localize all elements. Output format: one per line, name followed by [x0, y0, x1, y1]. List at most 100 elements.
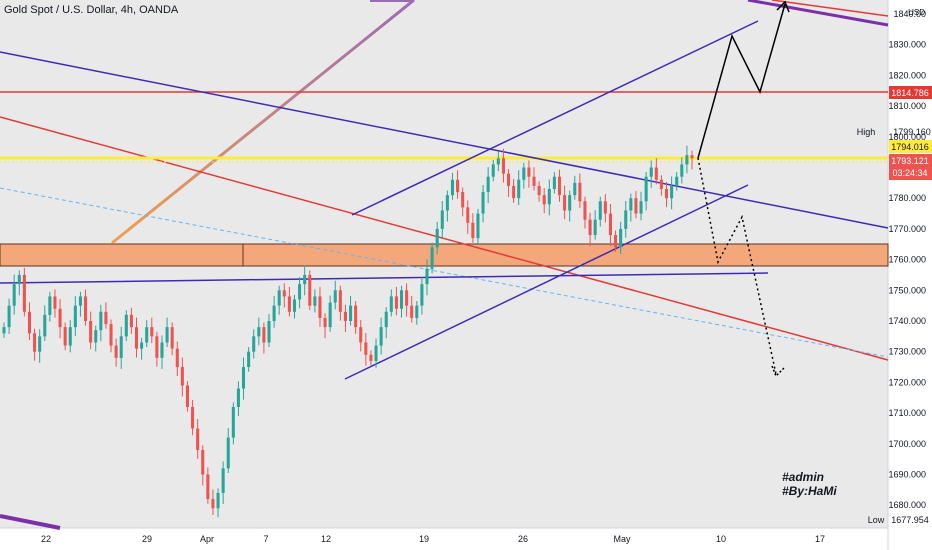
red-line-top[interactable] [771, 0, 889, 17]
candle-body[interactable] [191, 406, 195, 429]
candle-body[interactable] [608, 213, 612, 236]
candle-body[interactable] [119, 336, 123, 358]
candle-body[interactable] [405, 290, 409, 306]
candle-body[interactable] [124, 314, 128, 337]
candle-body[interactable] [603, 201, 607, 214]
bearish-projection-path[interactable] [697, 157, 777, 375]
candle-body[interactable] [619, 228, 623, 248]
candle-body[interactable] [221, 468, 225, 493]
candle-body[interactable] [165, 327, 169, 343]
candle-body[interactable] [364, 342, 368, 355]
candle-body[interactable] [588, 219, 592, 236]
candle-body[interactable] [22, 274, 26, 312]
candle-body[interactable] [471, 222, 475, 239]
candle-body[interactable] [476, 213, 480, 239]
candle-body[interactable] [430, 247, 434, 269]
candle-body[interactable] [196, 428, 200, 450]
candle-body[interactable] [89, 321, 93, 343]
candle-body[interactable] [557, 176, 562, 196]
candle-body[interactable] [496, 158, 500, 165]
candle-body[interactable] [563, 195, 567, 211]
candle-body[interactable] [593, 219, 597, 236]
candle-body[interactable] [578, 182, 582, 202]
candle-body[interactable] [262, 327, 266, 343]
candle-body[interactable] [27, 311, 32, 334]
candle-body[interactable] [58, 308, 62, 328]
support-zone[interactable] [0, 243, 889, 267]
candle-body[interactable] [410, 305, 414, 318]
gradient-trend-line[interactable] [111, 0, 415, 245]
candle-body[interactable] [328, 302, 332, 328]
candle-body[interactable] [389, 296, 393, 312]
candle-body[interactable] [68, 327, 72, 346]
candle-body[interactable] [2, 327, 6, 334]
descending-channel-line[interactable] [0, 51, 889, 229]
ascending-channel-lower[interactable] [344, 184, 749, 380]
candle-body[interactable] [257, 327, 261, 337]
candle-body[interactable] [501, 158, 505, 174]
candle-body[interactable] [552, 176, 556, 189]
candle-body[interactable] [73, 305, 77, 328]
candle-body[interactable] [7, 305, 11, 328]
candle-body[interactable] [629, 198, 633, 211]
candle-body[interactable] [649, 167, 653, 177]
candle-body[interactable] [99, 311, 103, 331]
candle-body[interactable] [445, 195, 449, 211]
candle-body[interactable] [201, 449, 205, 475]
candle-body[interactable] [231, 406, 235, 438]
candle-body[interactable] [675, 176, 679, 186]
candle-body[interactable] [277, 290, 281, 306]
candle-body[interactable] [94, 330, 98, 343]
candle-body[interactable] [129, 314, 133, 328]
candle-body[interactable] [185, 385, 189, 407]
candle-body[interactable] [532, 176, 536, 186]
candle-body[interactable] [359, 327, 363, 343]
candle-body[interactable] [236, 388, 240, 407]
candle-body[interactable] [216, 492, 220, 509]
candle-body[interactable] [583, 201, 587, 220]
candle-body[interactable] [522, 167, 526, 180]
candle-body[interactable] [226, 437, 230, 469]
candle-body[interactable] [680, 164, 684, 177]
candle-body[interactable] [415, 305, 419, 318]
purple-trend-line-top[interactable] [747, 0, 889, 27]
candle-body[interactable] [114, 345, 118, 358]
candle-body[interactable] [664, 188, 669, 199]
candle-body[interactable] [369, 354, 373, 361]
candle-body[interactable] [48, 296, 52, 315]
bullish-projection-path[interactable] [697, 3, 786, 159]
candle-body[interactable] [292, 299, 297, 312]
candle-body[interactable] [349, 305, 353, 321]
candle-body[interactable] [420, 284, 424, 306]
candle-body[interactable] [486, 176, 490, 193]
candle-body[interactable] [456, 179, 460, 193]
candle-body[interactable] [379, 327, 383, 346]
candle-body[interactable] [466, 207, 470, 223]
candle-body[interactable] [624, 210, 628, 229]
candle-body[interactable] [180, 367, 184, 386]
candle-body[interactable] [272, 305, 276, 321]
candle-body[interactable] [241, 367, 246, 389]
purple-trend-line-bottom[interactable] [0, 514, 61, 530]
candle-body[interactable] [43, 314, 47, 337]
candle-body[interactable] [481, 192, 485, 214]
candle-body[interactable] [53, 296, 57, 309]
candle-body[interactable] [206, 474, 210, 500]
candle-body[interactable] [109, 324, 113, 346]
candle-body[interactable] [140, 342, 144, 349]
ascending-channel-upper[interactable] [351, 20, 759, 216]
candle-body[interactable] [547, 188, 551, 205]
candle-body[interactable] [343, 311, 347, 321]
candle-body[interactable] [63, 327, 67, 346]
candle-body[interactable] [308, 274, 312, 306]
candle-body[interactable] [282, 290, 286, 297]
candle-body[interactable] [394, 296, 398, 309]
candle-body[interactable] [527, 167, 531, 177]
candle-body[interactable] [338, 290, 342, 312]
candle-body[interactable] [435, 228, 439, 248]
candle-body[interactable] [150, 327, 154, 337]
candle-body[interactable] [634, 198, 638, 214]
candle-body[interactable] [318, 296, 322, 318]
candle-body[interactable] [333, 290, 337, 303]
